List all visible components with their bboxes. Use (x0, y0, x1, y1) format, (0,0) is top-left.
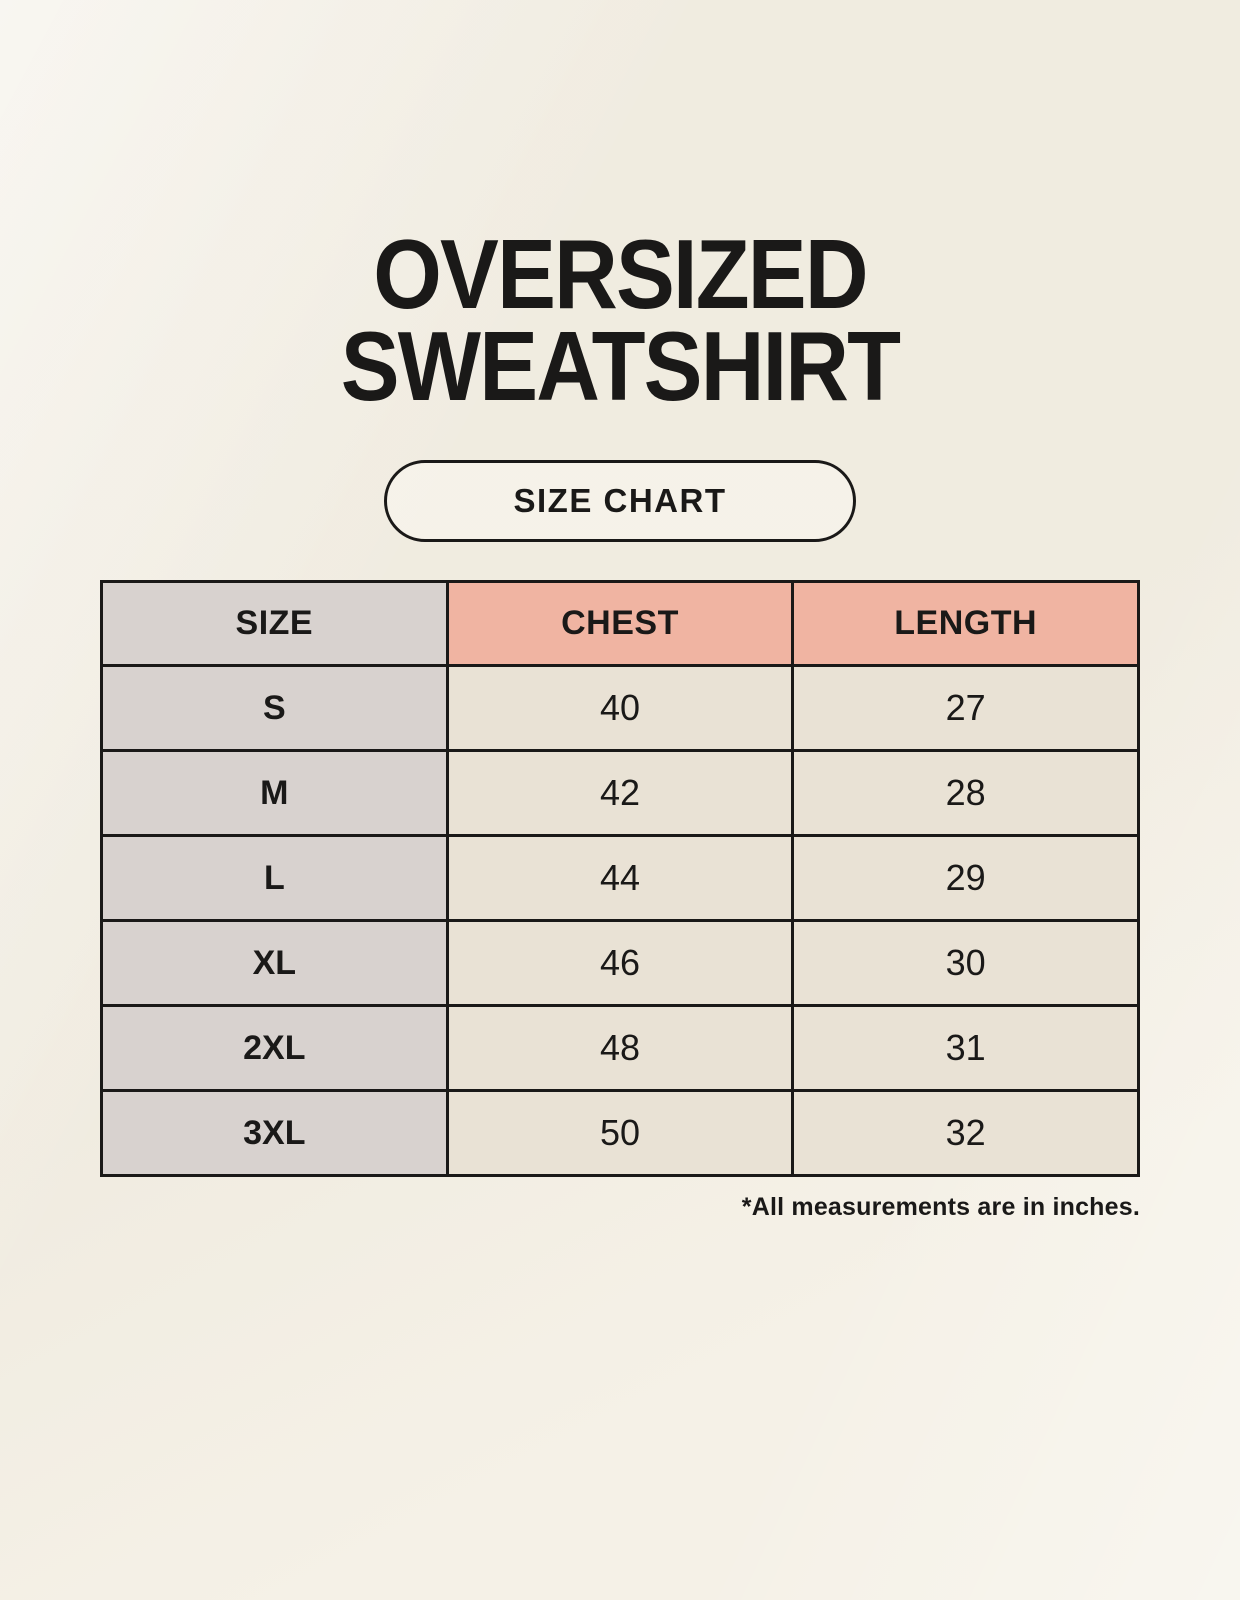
product-title-line-2: SWEATSHIRT (340, 311, 901, 422)
chest-cell: 48 (445, 1004, 795, 1093)
size-cell: XL (100, 919, 449, 1008)
size-chart-table: SIZE CHEST LENGTH S 40 27 M 42 28 L 44 2… (100, 580, 1140, 1178)
product-title: OVERSIZED SWEATSHIRT (100, 0, 1140, 422)
size-cell: M (100, 749, 449, 838)
table-row: L 44 29 (100, 834, 1140, 923)
column-header-length: LENGTH (791, 580, 1140, 668)
length-cell: 30 (791, 919, 1140, 1008)
size-cell: S (100, 664, 449, 753)
measurements-note: *All measurements are in inches. (741, 1193, 1140, 1222)
chest-cell: 50 (445, 1089, 795, 1178)
length-cell: 28 (791, 749, 1140, 838)
table-row: S 40 27 (100, 664, 1140, 753)
length-cell: 32 (791, 1089, 1140, 1178)
chest-cell: 44 (445, 834, 795, 923)
column-header-chest: CHEST (445, 580, 795, 668)
size-cell: L (100, 834, 449, 923)
table-header-row: SIZE CHEST LENGTH (100, 580, 1140, 668)
table-row: 2XL 48 31 (100, 1004, 1140, 1093)
size-cell: 3XL (100, 1089, 449, 1178)
size-chart-badge-label: SIZE CHART (513, 482, 727, 520)
length-cell: 31 (791, 1004, 1140, 1093)
table-row: 3XL 50 32 (100, 1089, 1140, 1178)
chest-cell: 46 (445, 919, 795, 1008)
column-header-size: SIZE (100, 580, 449, 668)
table-row: M 42 28 (100, 749, 1140, 838)
size-chart-badge: SIZE CHART (384, 460, 856, 543)
size-cell: 2XL (100, 1004, 449, 1093)
length-cell: 29 (791, 834, 1140, 923)
product-title-line-1: OVERSIZED (373, 219, 868, 329)
chest-cell: 42 (445, 749, 795, 838)
length-cell: 27 (791, 664, 1140, 753)
chest-cell: 40 (445, 664, 795, 753)
table-row: XL 46 30 (100, 919, 1140, 1008)
size-chart-poster: OVERSIZED SWEATSHIRT SIZE CHART SIZE CHE… (100, 0, 1140, 1222)
